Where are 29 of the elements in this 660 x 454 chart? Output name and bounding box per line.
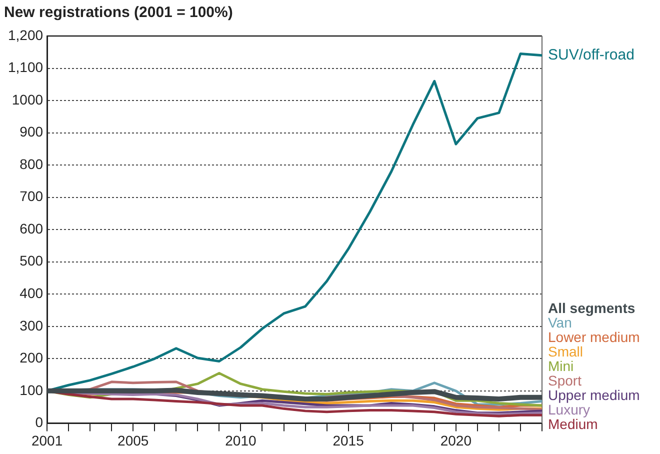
y-tick-label: 700 [20,188,44,204]
y-tick-label: 1,100 [8,59,44,76]
y-tick-label: 800 [20,156,44,172]
x-tick-label: 2020 [440,432,472,448]
y-tick-label: 500 [20,252,44,269]
series-label: Sport [548,372,582,389]
y-tick-label: 400 [20,284,44,301]
x-tick-label: 2001 [31,432,63,448]
y-tick-label: 600 [20,220,44,236]
text: Van [548,314,572,331]
y-tick-label: 0 [35,414,44,430]
text: All segments [548,300,636,316]
y-tick-label: 100 [20,382,44,398]
text: Small [548,344,584,360]
x-tick-label: 2010 [225,432,256,448]
text: Mini [548,358,574,374]
y-tick-label: 900 [20,124,44,140]
x-tick-label: 2005 [118,432,149,448]
series-label: Medium [548,416,598,432]
text: Lower medium [548,329,640,346]
x-tick-label: 2015 [332,432,364,448]
series-label: Upper medium [548,387,640,404]
y-tick-label: 1000 [12,91,44,108]
series-label: SUV/off-road [548,46,634,64]
y-tick-label: 1,200 [8,26,44,43]
series-label: Luxury [548,402,590,418]
chart-title: New registrations (2001 = 100%) [4,4,233,22]
y-tick-label: 200 [20,350,44,366]
y-tick-label: 300 [20,317,44,334]
